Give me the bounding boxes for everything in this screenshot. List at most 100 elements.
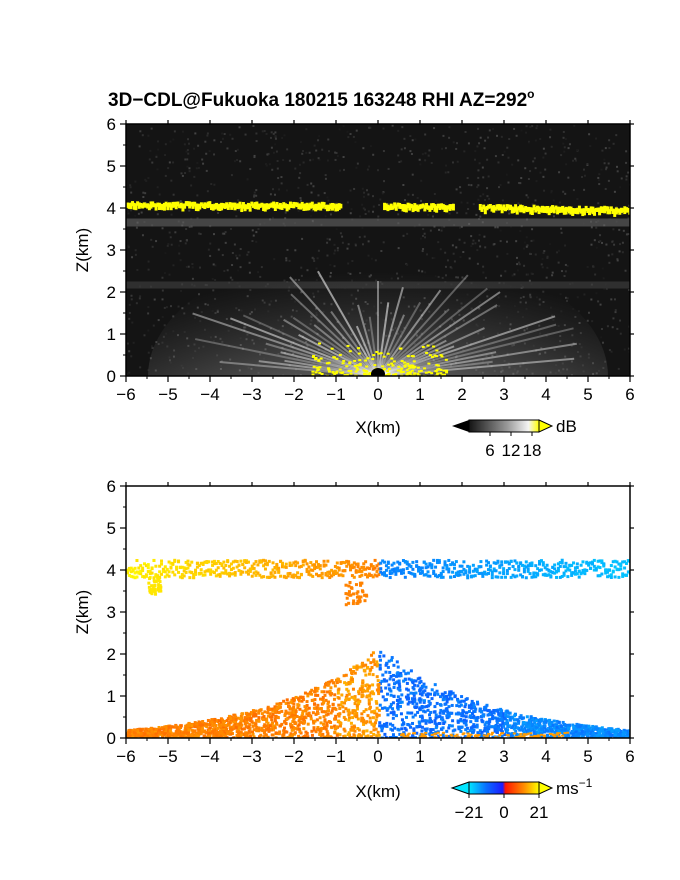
noise-pixel [264,163,267,166]
upper-layer-pixel [494,561,498,565]
low-level-flow-pixel [355,664,359,668]
noise-pixel [249,168,252,171]
low-level-flow-pixel [246,735,250,738]
melting-layer-pixel [537,206,541,215]
low-level-flow-pixel [266,707,270,711]
near-ground-echo-pixel [403,361,407,364]
low-level-flow-pixel [352,709,356,713]
upper-layer-pixel [377,573,381,577]
upper-layer-pixel [549,570,553,574]
low-level-flow-pixel [378,663,382,667]
upper-layer-pixel [137,571,141,575]
upper-layer-pixel [619,562,623,566]
upper-layer-pixel [362,567,366,571]
upper-layer-pixel [488,564,492,568]
low-level-flow-pixel [392,678,396,682]
noise-pixel [487,175,490,178]
low-level-flow-pixel [468,705,472,709]
melting-layer-pixel [330,202,334,211]
upper-layer-pixel [260,575,264,579]
noise-pixel [397,129,400,132]
low-level-flow-pixel [435,724,439,728]
noise-pixel [187,265,190,268]
low-level-flow-pixel [319,721,323,725]
low-level-flow-pixel [232,720,236,724]
noise-pixel [524,167,527,170]
upper-layer-pixel [356,565,360,569]
upper-layer-pixel [623,566,627,570]
noise-pixel [387,167,390,170]
noise-pixel [613,298,616,301]
low-level-flow-pixel [212,723,216,727]
upper-layer-pixel [566,575,570,579]
noise-pixel [462,251,465,254]
melting-layer-pixel [478,203,482,211]
noise-pixel [137,212,140,215]
near-ground-echo-pixel [445,369,449,372]
melting-layer-pixel [164,201,168,207]
near-ground-echo-pixel [348,361,352,364]
low-level-flow-pixel [345,687,349,691]
melting-layer-pixel [512,207,516,213]
upper-layer-pixel [458,570,462,574]
upper-layer-pixel [349,568,353,572]
low-level-flow-pixel [442,711,446,715]
upper-layer-pixel [233,573,237,577]
low-level-flow-pixel [324,710,328,714]
low-level-flow-pixel [333,717,337,721]
noise-pixel [144,178,147,181]
low-level-flow-pixel [278,730,282,734]
low-level-flow-pixel [351,687,355,691]
upper-layer-pixel [241,562,245,566]
beam-ray [298,333,379,376]
upper-layer-pixel [483,572,487,576]
low-level-flow-pixel [338,724,342,728]
low-level-flow-pixel [313,719,317,723]
noise-pixel [499,183,502,186]
near-ground-echo-pixel [430,356,434,359]
melting-layer-pixel [272,201,276,209]
noise-pixel [439,248,442,251]
noise-pixel [269,136,272,139]
noise-pixel [611,253,614,256]
noise-pixel [196,217,199,220]
noise-pixel [270,146,273,149]
noise-pixel [328,238,331,241]
upper-layer-pixel [403,560,407,564]
noise-pixel [367,210,370,213]
noise-pixel [195,167,198,170]
upper-layer-pixel [456,573,460,577]
melting-layer-pixel [126,202,129,208]
upper-layer-pixel [154,574,158,578]
noise-pixel [276,160,279,163]
melting-layer-pixel [438,203,442,211]
upper-layer-pixel [263,559,267,563]
near-ground-echo-pixel [432,345,436,348]
melting-layer-pixel [567,206,571,214]
noise-pixel [562,190,565,193]
upper-layer-pixel [583,572,587,576]
near-ground-echo-pixel [425,351,429,354]
near-ground-echo-pixel [356,368,360,371]
low-level-flow-pixel [371,673,375,677]
low-level-flow-pixel [251,732,255,736]
upper-layer-pixel [515,574,519,578]
upper-layer-pixel [229,562,233,566]
noise-pixel [150,127,153,130]
noise-pixel [138,145,141,148]
reflectivity-colorbar-bar [469,420,539,432]
upper-layer-pixel [502,572,506,576]
low-level-flow-pixel [355,667,359,671]
upper-layer-pixel [539,559,543,563]
noise-pixel [599,234,602,237]
noise-pixel [365,189,368,192]
melting-layer-pixel [500,206,504,214]
noise-pixel [501,199,504,202]
melting-layer-pixel [520,205,524,213]
low-level-flow-pixel [404,695,408,699]
noise-pixel [131,256,134,259]
upper-layer-pixel [152,558,156,562]
upper-layer-pixel [195,561,199,565]
near-ground-echo-pixel [327,361,331,364]
low-level-flow-pixel [433,683,437,687]
